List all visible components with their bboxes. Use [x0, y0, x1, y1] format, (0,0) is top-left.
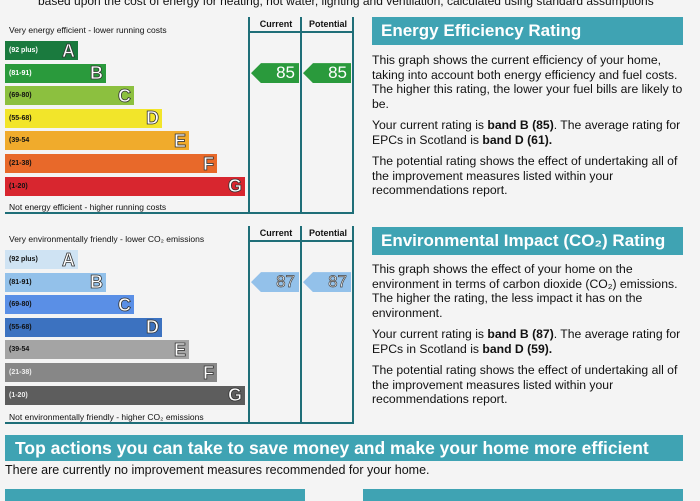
band-letter: B — [90, 272, 104, 293]
current-rating-arrow: 85 — [251, 63, 299, 84]
current-rating-arrow: 87 — [251, 272, 299, 293]
energy-efficiency-chart: Current Potential Very energy efficient - … — [5, 17, 355, 214]
band-range: (1-20) — [9, 182, 28, 190]
band-f-bar: (21-38) F — [5, 154, 217, 173]
band-d-bar: (55-68) D — [5, 317, 162, 338]
band-letter: F — [203, 362, 215, 383]
top-actions-text: There are currently no improvement measu… — [5, 463, 430, 477]
top-caption: Very environmentally friendly - lower CO… — [9, 234, 205, 244]
band-letter: D — [146, 317, 160, 338]
band-a-bar: (92 plus) A — [5, 250, 78, 269]
band-range: (1-20) — [9, 391, 28, 399]
section-heading-left — [5, 489, 305, 501]
band-e-bar: (39-54 E — [5, 339, 189, 360]
band-range: (21-38) — [9, 369, 32, 376]
band-range: (92 plus) — [9, 47, 38, 54]
band-c-bar: (69-80) C — [5, 294, 134, 315]
band-letter: D — [146, 108, 160, 129]
top-actions-heading: Top actions you can take to save money a… — [5, 435, 683, 461]
environmental-impact-heading: Environmental Impact (CO₂) Rating — [372, 227, 683, 255]
eir-para-1: This graph shows the effect of your home… — [372, 262, 678, 320]
band-d-bar: (55-68) D — [5, 108, 162, 129]
environmental-impact-chart: Current Potential Very environmentally fri… — [5, 226, 355, 424]
potential-rating-arrow: 87 — [303, 272, 351, 293]
column-header-potential: Potential — [302, 17, 354, 33]
band-letter: A — [62, 249, 76, 270]
column-header-current: Current — [250, 17, 302, 33]
band-range: (81-91) — [9, 69, 32, 77]
band-b-bar: (81-91) B — [5, 272, 106, 293]
band-a-bar: (92 plus) A — [5, 41, 78, 60]
band-range: (69-80) — [9, 301, 32, 309]
energy-efficiency-heading: Energy Efficiency Rating — [372, 17, 683, 45]
eir-para-3: The potential rating shows the effect of… — [372, 363, 678, 406]
band-letter: C — [118, 85, 132, 106]
band-f-bar: (21-38) F — [5, 363, 217, 382]
section-heading-right — [363, 489, 683, 501]
band-g-bar: (1-20) G — [5, 176, 245, 197]
potential-rating-arrow: 85 — [303, 63, 351, 84]
eir-para-2: Your current rating is band B (87). The … — [372, 327, 681, 356]
environmental-impact-description: This graph shows the effect of your home… — [372, 262, 687, 414]
intro-text: based upon the cost of energy for heatin… — [38, 0, 654, 8]
band-letter: G — [227, 385, 243, 406]
band-range: (69-80) — [9, 92, 32, 100]
bottom-caption: Not energy efficient - higher running co… — [9, 202, 167, 212]
eer-para-2: Your current rating is band B (85). The … — [372, 118, 681, 147]
band-range: (21-38) — [9, 160, 32, 167]
band-range: (55-68) — [9, 114, 32, 122]
band-letter: E — [173, 339, 187, 360]
band-range: (39-54 — [9, 137, 30, 145]
energy-efficiency-description: This graph shows the current efficiency … — [372, 53, 687, 205]
band-range: (92 plus) — [9, 256, 38, 263]
top-caption: Very energy efficient - lower running co… — [9, 25, 167, 35]
band-letter: F — [203, 153, 215, 174]
band-letter: A — [62, 40, 76, 61]
bottom-caption: Not environmentally friendly - higher CO… — [9, 412, 204, 422]
eer-para-3: The potential rating shows the effect of… — [372, 154, 678, 197]
band-g-bar: (1-20) G — [5, 385, 245, 406]
band-letter: E — [173, 130, 187, 151]
eer-para-1: This graph shows the current efficiency … — [372, 53, 683, 111]
column-header-potential: Potential — [302, 226, 354, 242]
band-letter: C — [118, 294, 132, 315]
band-c-bar: (69-80) C — [5, 85, 134, 106]
column-header-current: Current — [250, 226, 302, 242]
band-e-bar: (39-54 E — [5, 130, 189, 151]
band-letter: G — [227, 176, 243, 197]
band-letter: B — [90, 63, 104, 84]
band-range: (55-68) — [9, 323, 32, 331]
band-range: (39-54 — [9, 346, 30, 354]
band-b-bar: (81-91) B — [5, 63, 106, 84]
band-range: (81-91) — [9, 278, 32, 286]
